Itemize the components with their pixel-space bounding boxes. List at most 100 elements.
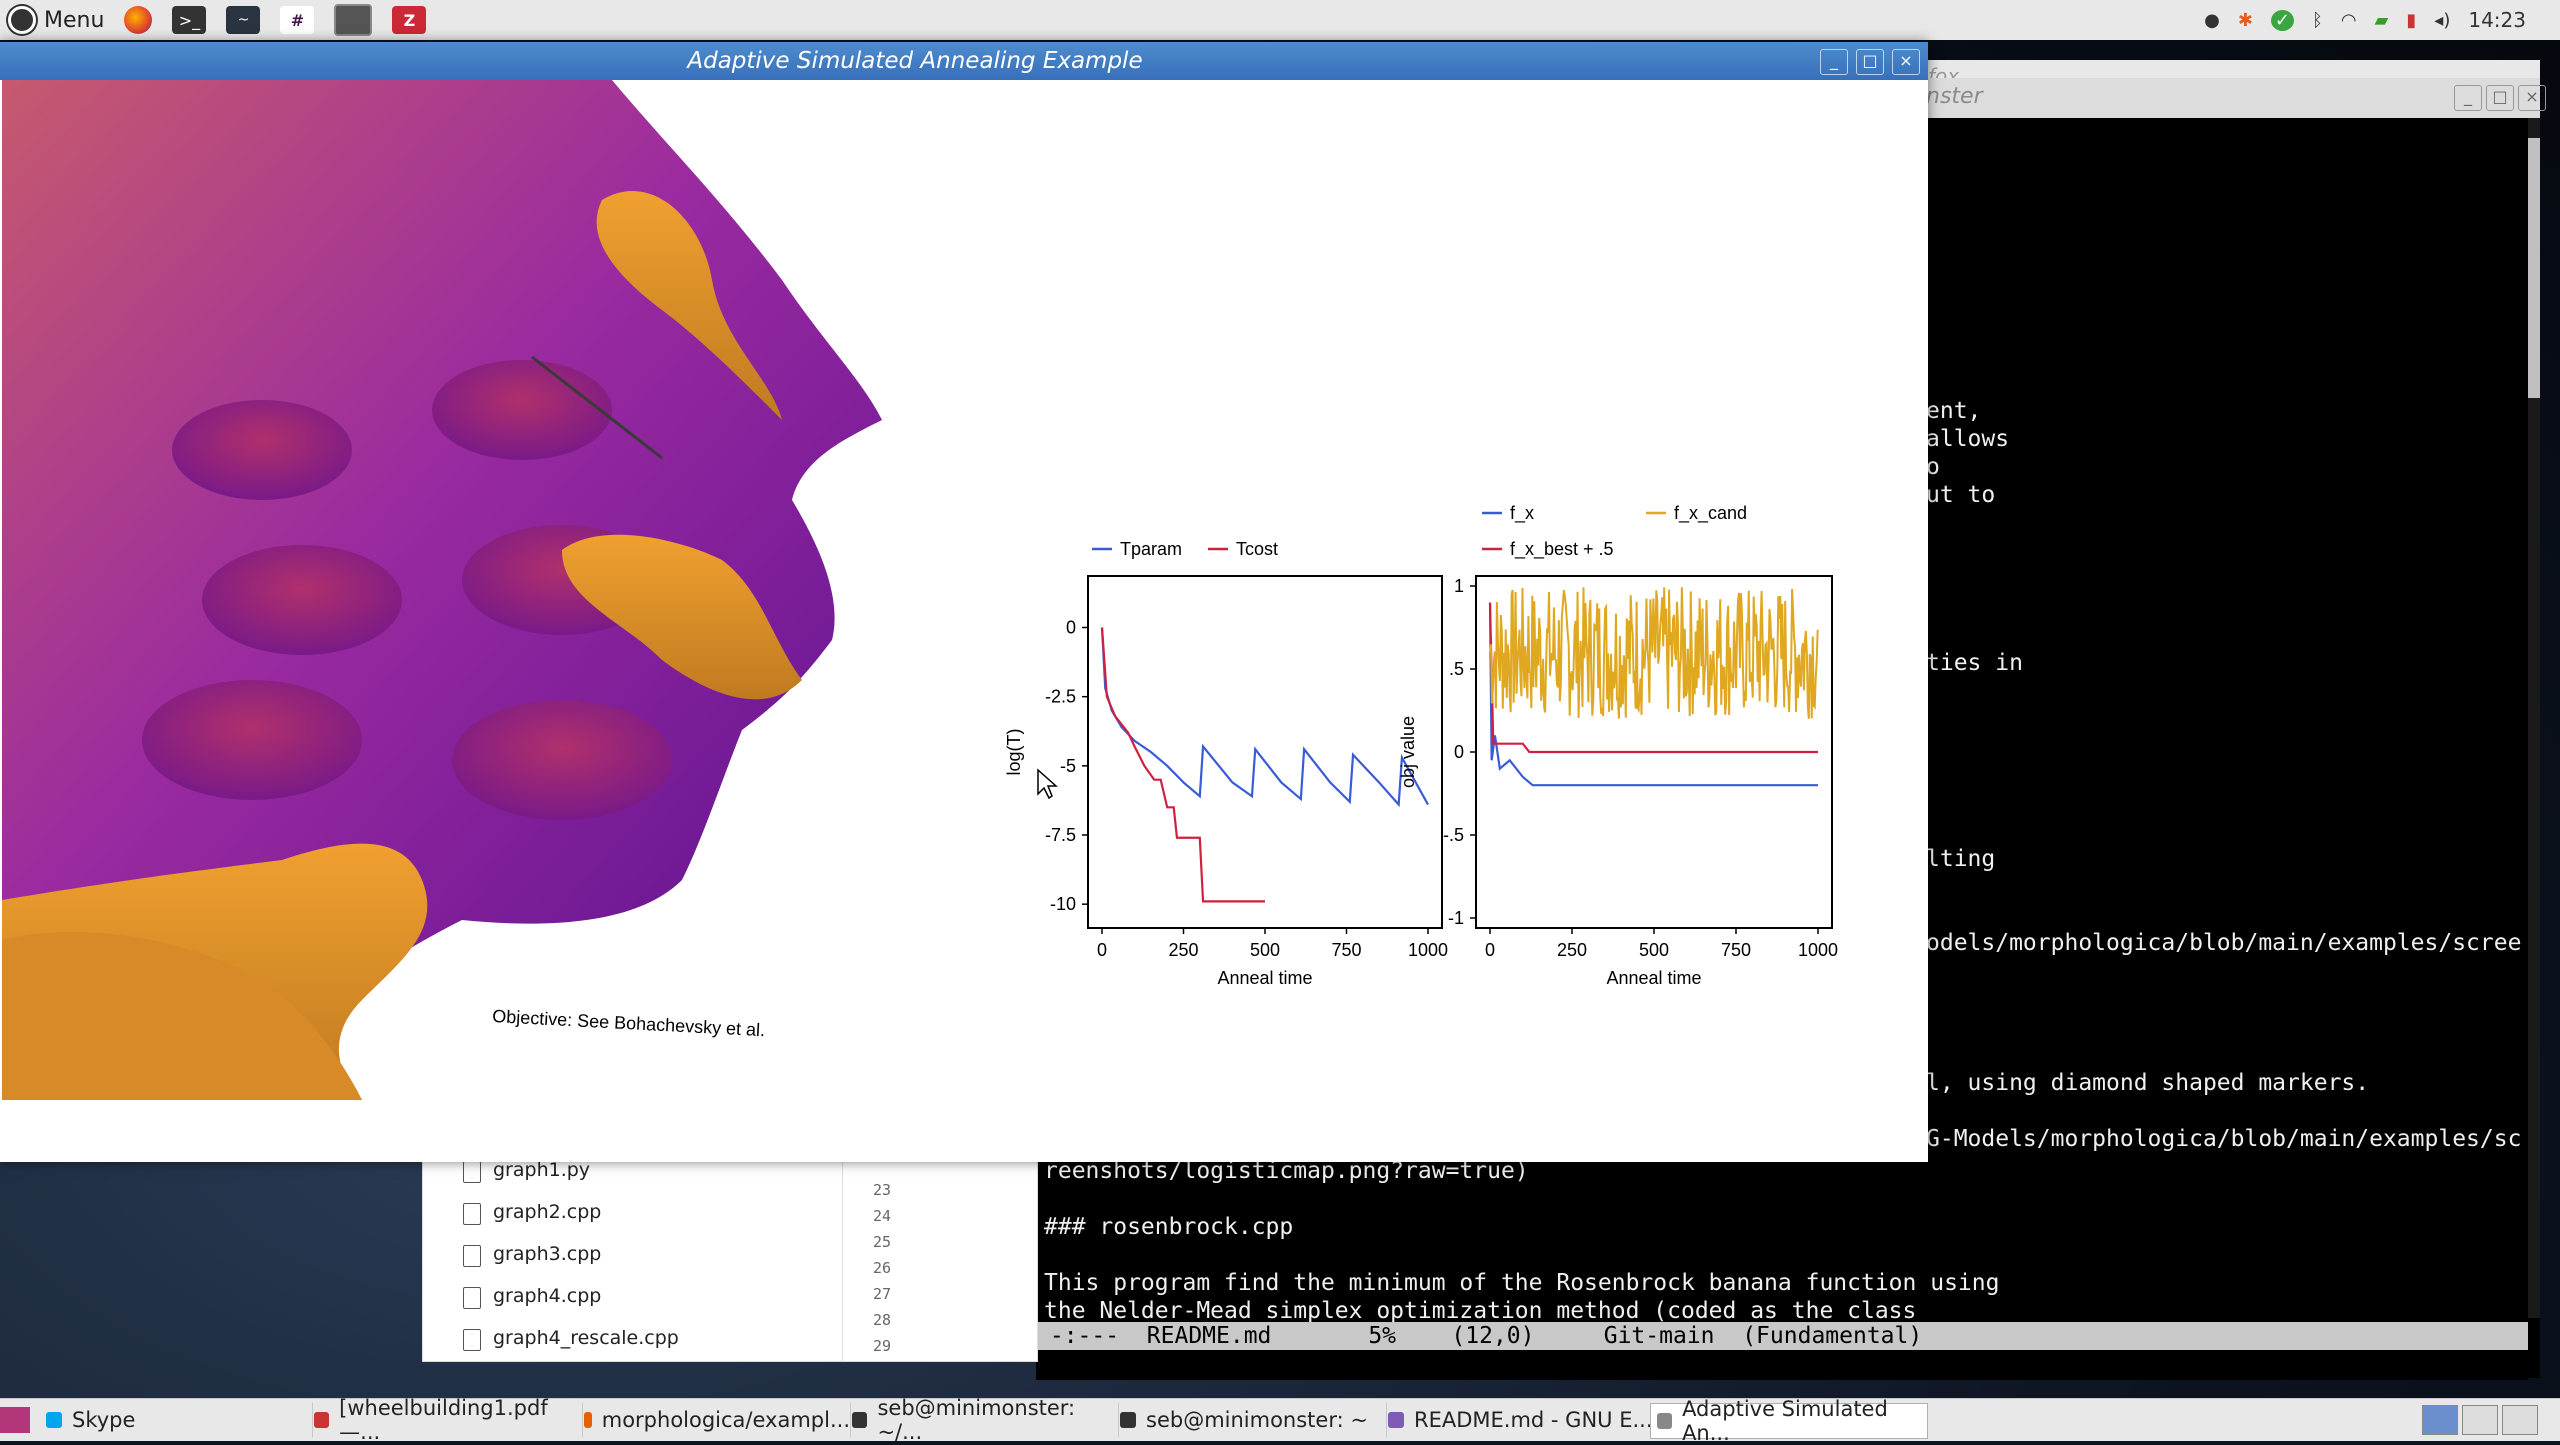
chart-frame (1087, 575, 1443, 929)
taskbar-item[interactable]: morphologica/exampl... (578, 1403, 851, 1437)
x-tick-label: 500 (1250, 940, 1280, 960)
chart-series (1488, 587, 1819, 787)
taskbar-item-label: README.md - GNU E... (1414, 1408, 1653, 1432)
file-name: graph1.py (493, 1159, 591, 1181)
x-ticks: 0 250 500 750 1000 (1097, 928, 1448, 960)
workspace-3[interactable] (2502, 1405, 2538, 1435)
main-window[interactable]: Adaptive Simulated Annealing Example _ □… (0, 42, 1928, 1162)
file-icon (463, 1245, 481, 1267)
legend-label: Tcost (1236, 539, 1278, 559)
taskbar-item[interactable]: seb@minimonster: ~ (1114, 1403, 1387, 1437)
line-number: 24 (873, 1207, 892, 1225)
maximize-button[interactable]: □ (1856, 49, 1884, 75)
menu-button[interactable]: Menu (0, 0, 114, 40)
bluetooth-icon[interactable]: ᛒ (2312, 9, 2323, 31)
line-number: 26 (873, 1259, 892, 1277)
top-panel: Menu >_ ~ # Z ● ✱ ✓ ᛒ ◠ ▰ ▮ ◂) 14:23 (0, 0, 2560, 41)
menu-label: Menu (44, 7, 105, 33)
minimize-button[interactable]: _ (2454, 85, 2482, 111)
series-line-f-x (1488, 602, 1818, 787)
emacs-buffer[interactable]: ent, allows o ut to ties in lting odels/… (1036, 118, 2528, 1324)
file-item[interactable]: graph2.cpp (463, 1201, 601, 1225)
y-tick-label: .5 (1449, 659, 1464, 679)
taskbar-item[interactable]: [wheelbuilding1.pdf —... (308, 1396, 583, 1444)
file-name: graph4_rescale.cpp (493, 1327, 679, 1349)
terminal-icon[interactable]: >_ (172, 6, 207, 34)
workspace-2[interactable] (2462, 1405, 2498, 1435)
file-item[interactable]: graph4_rescale.cpp (463, 1327, 679, 1351)
x-tick-label: 250 (1168, 940, 1198, 960)
menu-icon (8, 6, 36, 34)
legend-label: Tparam (1120, 539, 1182, 559)
app-indicator-icon[interactable]: ✱ (2237, 9, 2253, 31)
taskbar-item-label: [wheelbuilding1.pdf —... (339, 1396, 548, 1444)
files-icon[interactable] (334, 4, 373, 36)
line-number: 23 (873, 1181, 892, 1199)
y-ticks: 1 .5 0 -.5 -1 (1443, 576, 1476, 928)
file-item[interactable]: graph3.cpp (463, 1243, 601, 1267)
file-list-pane: graph1.py graph2.cpp graph3.cpp graph4.c… (422, 1159, 844, 1362)
legend-label: f_x (1510, 503, 1534, 524)
taskbar-item[interactable]: Adaptive Simulated An... (1650, 1397, 1928, 1445)
x-tick-label: 750 (1721, 940, 1751, 960)
code-line-numbers: 23 24 25 26 27 28 29 (842, 1160, 1038, 1362)
line-number: 29 (873, 1337, 892, 1355)
update-check-icon[interactable]: ✓ (2270, 9, 2295, 31)
series-line-Tcost (1100, 627, 1265, 903)
y-tick-label: -2.5 (1045, 687, 1076, 707)
file-item[interactable]: graph4.cpp (463, 1285, 601, 1309)
taskbar-app-icon (852, 1412, 868, 1428)
taskbar-item-label: Skype (72, 1408, 136, 1432)
objective-label: Objective: See Bohachevsky et al. (492, 1006, 766, 1040)
notification-icon[interactable]: ● (2204, 9, 2220, 31)
emacs-scrollbar[interactable] (2528, 118, 2540, 1318)
taskbar-app-icon (1388, 1412, 1404, 1428)
taskbar-app-icon (584, 1412, 592, 1428)
chart-legend: f_x f_x_best + .5 f_x_cand (1482, 503, 1747, 560)
scrollbar-thumb[interactable] (2528, 138, 2540, 398)
text-line: ent, (1926, 398, 1982, 424)
taskbar-item-label: Adaptive Simulated An... (1682, 1397, 1888, 1445)
text-line: reenshots/logisticmap.png?raw=true) (1044, 1158, 1529, 1184)
emacs-modeline: -:--- README.md 5% (12,0) Git-main (Fund… (1036, 1322, 2528, 1350)
system-monitor-icon[interactable]: ~ (226, 6, 261, 34)
main-window-titlebar[interactable]: Adaptive Simulated Annealing Example _ □… (0, 42, 1928, 80)
system-tray: ● ✱ ✓ ᛒ ◠ ▰ ▮ ◂) 14:23 (2195, 0, 2560, 40)
storage-icon[interactable]: ▰ (2374, 9, 2389, 31)
taskbar-item[interactable]: Skype (40, 1403, 313, 1437)
workspace-switcher[interactable] (2420, 1405, 2540, 1435)
battery-icon[interactable]: ▮ (2406, 9, 2417, 31)
close-button[interactable]: × (1892, 49, 1920, 75)
x-tick-label: 0 (1485, 940, 1495, 960)
y-tick-label: -7.5 (1045, 825, 1076, 845)
y-tick-label: -10 (1050, 894, 1076, 914)
taskbar-app-icon (46, 1412, 62, 1428)
firefox-icon[interactable] (124, 6, 153, 34)
taskbar-item[interactable]: seb@minimonster: ~/... (846, 1396, 1119, 1444)
emacs-minibuffer[interactable] (1036, 1350, 2528, 1380)
taskbar-item[interactable]: README.md - GNU E... (1382, 1403, 1655, 1437)
y-axis-label: obj value (1398, 716, 1418, 788)
gl-canvas[interactable]: Objective: See Bohachevsky et al. Tparam… (2, 80, 1926, 1160)
y-tick-label: -1 (1448, 908, 1464, 928)
close-button[interactable]: × (2518, 85, 2546, 111)
x-axis-label: Anneal time (1217, 968, 1312, 988)
clock[interactable]: 14:23 (2468, 8, 2526, 32)
y-tick-label: 1 (1454, 576, 1464, 596)
taskbar-app-icon (1657, 1413, 1673, 1429)
text-line: odels/morphologica/blob/main/examples/sc… (1926, 930, 2522, 956)
file-icon (463, 1287, 481, 1309)
show-desktop-button[interactable] (0, 1407, 30, 1433)
taskbar-app-icon (1120, 1412, 1136, 1428)
text-line: the Nelder-Mead simplex optimization met… (1044, 1298, 1917, 1324)
volume-icon[interactable]: ◂) (2434, 9, 2451, 31)
workspace-1[interactable] (2422, 1405, 2458, 1435)
zotero-icon[interactable]: Z (392, 6, 427, 34)
minimize-button[interactable]: _ (1820, 49, 1848, 75)
y-tick-label: 0 (1066, 618, 1076, 638)
wifi-icon[interactable]: ◠ (2340, 9, 2357, 31)
file-item[interactable]: graph1.py (463, 1159, 591, 1183)
slack-icon[interactable]: # (280, 6, 315, 34)
maximize-button[interactable]: □ (2486, 85, 2514, 111)
text-line: ut to (1926, 482, 1996, 508)
